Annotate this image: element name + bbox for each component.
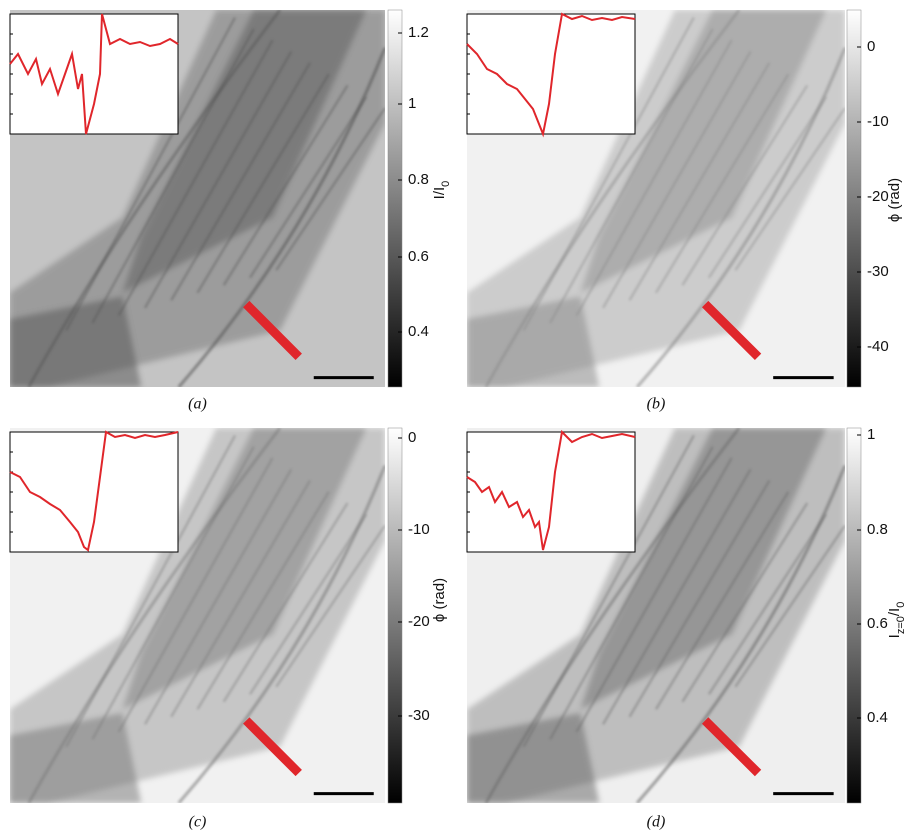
colorbar-tick-label: -40 <box>867 338 889 355</box>
colorbar-tick-label: -30 <box>867 263 889 280</box>
colorbar-title-part: ϕ (rad) <box>886 178 903 222</box>
colorbar-tick-label: -30 <box>408 707 430 724</box>
panel-caption: (a) <box>188 396 207 413</box>
panel-caption: (d) <box>647 814 666 831</box>
colorbar-title: Iz=0/I0 <box>886 602 907 639</box>
colorbar-tick-label: -10 <box>867 113 889 130</box>
colorbar-title-part: 0 <box>895 602 907 608</box>
colorbar-tick-label: 0.4 <box>408 323 429 340</box>
colorbar-title-part: ϕ (rad) <box>431 578 448 622</box>
colorbar-tick-label: 0.4 <box>867 709 888 726</box>
colorbar-tick-label: 0 <box>867 38 875 55</box>
colorbar-tick-label: 0.6 <box>867 615 888 632</box>
inset-box <box>10 14 178 134</box>
colorbar-title-part: /I <box>886 608 903 616</box>
panel: 1 0.8 0.6 0.4 Iz=0/I0 (d) <box>467 426 907 831</box>
colorbar <box>388 428 402 803</box>
inset-box <box>467 14 635 134</box>
colorbar <box>847 428 861 803</box>
colorbar-tick-label: 1 <box>867 426 875 443</box>
panel: 0-10-20-30-40ϕ (rad)(b) <box>467 10 903 413</box>
panel: 1.2 1 0.8 0.6 0.4 I/I0 (a) <box>10 10 452 413</box>
panel-caption: (c) <box>189 814 207 831</box>
colorbar-title: I/I0 <box>431 181 452 200</box>
inset-box <box>467 432 635 552</box>
colorbar-tick-label: 0.8 <box>867 521 888 538</box>
colorbar-title-part: 0 <box>440 181 452 187</box>
colorbar <box>388 10 402 387</box>
colorbar-tick-label: 0.8 <box>408 171 429 188</box>
panel-caption: (b) <box>647 396 666 413</box>
panel: 0 -10 -20 -30 ϕ (rad) (c) <box>10 428 448 831</box>
colorbar-tick-label: 0 <box>408 429 416 446</box>
colorbar <box>847 10 861 387</box>
colorbar-tick-label: -10 <box>408 521 430 538</box>
colorbar-tick-label: -20 <box>408 613 430 630</box>
colorbar-tick-label: 0.6 <box>408 248 429 265</box>
colorbar-tick-label: 1 <box>408 95 416 112</box>
colorbar-title-part: I/I <box>431 187 448 200</box>
figure: 1.210.80.60.4I/I0(a)0-10-20-30-40ϕ (rad)… <box>0 0 914 833</box>
colorbar-tick-label: 1.2 <box>408 24 429 41</box>
inset-box <box>10 432 178 552</box>
colorbar-title: ϕ (rad) <box>431 578 448 622</box>
colorbar-title: ϕ (rad) <box>886 178 903 222</box>
colorbar-title-part: z=0 <box>895 616 907 634</box>
